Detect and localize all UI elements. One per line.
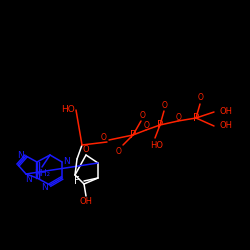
- Text: O: O: [198, 94, 204, 102]
- Text: N: N: [16, 152, 24, 160]
- Text: O: O: [116, 146, 122, 156]
- Text: P: P: [157, 120, 163, 130]
- Text: F: F: [74, 176, 80, 186]
- Text: OH: OH: [80, 198, 92, 206]
- Text: OH: OH: [220, 122, 232, 130]
- Text: NH₂: NH₂: [34, 168, 50, 177]
- Text: N: N: [42, 182, 48, 192]
- Text: OH: OH: [220, 108, 232, 116]
- Text: O: O: [162, 100, 168, 110]
- Text: O: O: [176, 112, 182, 122]
- Text: N: N: [24, 174, 32, 184]
- Text: O: O: [101, 132, 107, 141]
- Text: P: P: [130, 130, 136, 140]
- Text: O: O: [140, 112, 146, 120]
- Text: HO: HO: [150, 140, 164, 149]
- Text: P: P: [193, 113, 199, 123]
- Text: HO: HO: [61, 106, 75, 114]
- Text: O: O: [144, 122, 150, 130]
- Text: N: N: [64, 158, 70, 166]
- Text: O: O: [83, 146, 89, 154]
